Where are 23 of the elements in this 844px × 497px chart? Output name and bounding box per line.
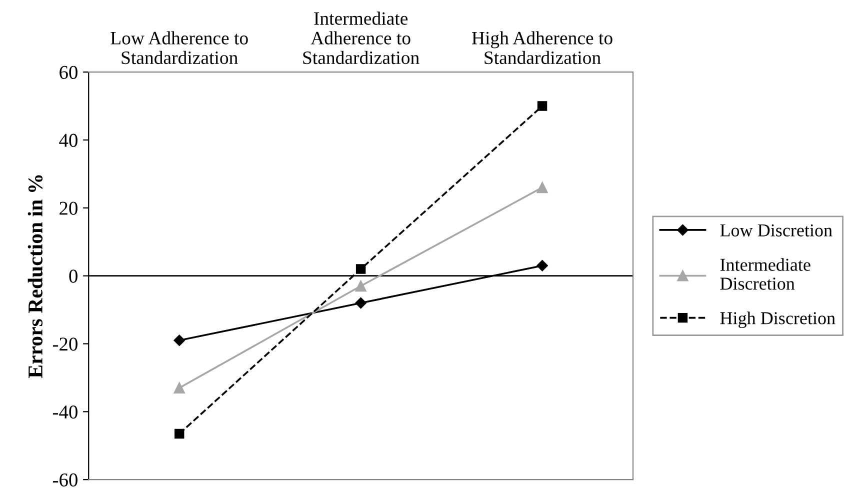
y-tick-label: -40 xyxy=(53,405,78,419)
y-tick-label: 0 xyxy=(69,270,78,283)
point xyxy=(536,182,548,194)
y-tick-label: 20 xyxy=(60,202,78,215)
y-tick-label: -60 xyxy=(53,473,78,487)
legend-label: Intermediate Discretion xyxy=(720,258,810,290)
y-tick-label: 40 xyxy=(59,134,78,147)
x-tick-label: High Adherence to Standardization xyxy=(472,31,612,64)
point xyxy=(536,260,548,272)
y-tick-label: -20 xyxy=(53,338,78,351)
y-tick-label: 60 xyxy=(60,66,78,80)
point xyxy=(174,428,184,439)
point xyxy=(356,264,366,274)
x-tick-label: Intermediate Adherence to Standardization xyxy=(303,12,420,64)
point xyxy=(537,101,548,111)
y-axis-title: Errors Reduction in % xyxy=(28,175,43,378)
point xyxy=(174,382,185,394)
point xyxy=(174,334,185,346)
legend-label: High Discretion xyxy=(720,312,836,328)
legend-label: Low Discretion xyxy=(720,224,832,236)
point xyxy=(355,297,366,309)
point xyxy=(355,280,366,292)
x-tick-label: Low Adherence to Standardization xyxy=(110,31,248,64)
